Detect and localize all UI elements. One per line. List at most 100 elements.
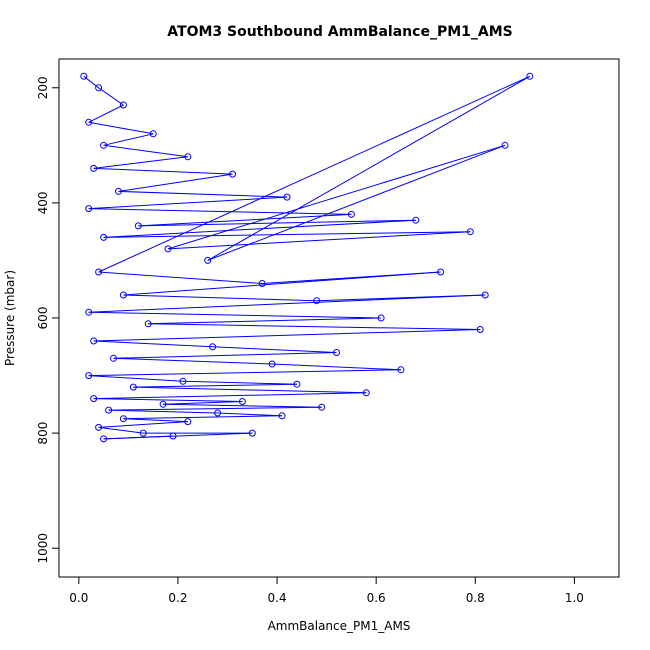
- series-segment: [103, 435, 174, 440]
- plot-area: [58, 58, 620, 578]
- series-segment: [212, 346, 337, 353]
- x-tick-label: 0.8: [466, 591, 485, 605]
- data-point: [437, 268, 445, 276]
- series-segment: [148, 317, 382, 325]
- series-segment: [88, 121, 154, 135]
- data-point: [110, 354, 117, 362]
- data-point: [248, 429, 256, 437]
- x-axis: 0.0 0.2 0.4 0.6 0.8 1.0: [69, 577, 584, 605]
- data-point: [95, 84, 103, 92]
- data-point: [100, 233, 108, 241]
- data-point: [333, 349, 340, 356]
- series-segment: [98, 75, 531, 273]
- series-segment: [108, 406, 322, 411]
- series-segment: [133, 383, 297, 388]
- y-tick-label: 200: [36, 76, 50, 99]
- series-segment: [93, 156, 188, 169]
- data-point: [318, 403, 326, 411]
- data-point: [139, 429, 147, 437]
- series-segment: [88, 375, 183, 382]
- series-segment: [163, 401, 243, 405]
- data-point: [229, 170, 236, 178]
- data-point: [204, 256, 212, 264]
- y-axis-label: Pressure (mbar): [3, 270, 17, 366]
- series-segment: [182, 380, 297, 385]
- data-point: [134, 222, 142, 230]
- data-point: [283, 193, 291, 201]
- series-segment: [88, 104, 124, 123]
- y-tick-label: 800: [36, 422, 50, 445]
- series-segment: [93, 398, 243, 402]
- data-point: [95, 268, 103, 276]
- data-point: [85, 205, 93, 213]
- series-segment: [88, 208, 352, 215]
- data-point: [105, 406, 113, 414]
- x-axis-label: AmmBalance_PM1_AMS: [268, 619, 411, 633]
- series-segment: [123, 294, 317, 302]
- data-point: [115, 187, 122, 195]
- data-point: [481, 291, 489, 299]
- series-segment: [118, 173, 233, 192]
- data-point: [149, 130, 157, 138]
- data-point: [95, 423, 103, 431]
- data-point: [377, 314, 385, 322]
- data-point: [85, 118, 93, 126]
- series-segment: [98, 426, 144, 434]
- data-point: [90, 395, 98, 403]
- x-tick-label: 1.0: [565, 591, 584, 605]
- series-segment: [138, 219, 416, 227]
- data-point: [526, 72, 534, 80]
- data-point: [501, 141, 509, 149]
- data-point: [466, 228, 474, 236]
- series-segment: [123, 415, 283, 420]
- data-point: [209, 343, 217, 351]
- series-segment: [88, 196, 288, 210]
- series-segment: [272, 363, 401, 371]
- series-segment: [138, 213, 352, 227]
- data-point: [119, 291, 127, 299]
- data-point: [412, 216, 420, 224]
- series-segment: [98, 421, 188, 428]
- series-segment: [167, 231, 471, 250]
- data-point: [184, 153, 192, 161]
- series-segment: [217, 412, 283, 417]
- series-segment: [123, 418, 188, 423]
- series-segment: [93, 340, 213, 348]
- series-layer: [80, 72, 534, 443]
- chart-title: ATOM3 Southbound AmmBalance_PM1_AMS: [167, 24, 512, 40]
- series-segment: [113, 357, 273, 365]
- y-tick-label: 600: [36, 307, 50, 330]
- y-tick-label: 400: [36, 191, 50, 214]
- series-segment: [118, 190, 288, 198]
- data-point: [80, 72, 88, 80]
- data-point: [144, 320, 152, 328]
- x-tick-label: 0.4: [268, 591, 287, 605]
- x-tick-label: 0.0: [69, 591, 88, 605]
- data-point: [169, 432, 177, 440]
- data-point: [90, 337, 98, 345]
- series-segment: [93, 392, 367, 400]
- series-segment: [207, 144, 506, 261]
- data-point: [214, 409, 222, 417]
- series-segment: [88, 311, 382, 319]
- data-point: [100, 141, 108, 149]
- x-tick-label: 0.2: [168, 591, 187, 605]
- series-segment: [133, 386, 367, 394]
- data-point: [129, 383, 137, 391]
- data-point: [184, 418, 192, 426]
- series-segment: [88, 369, 401, 377]
- data-point: [293, 380, 301, 388]
- series-segment: [88, 294, 486, 313]
- series-segment: [123, 271, 441, 296]
- plot-frame: [58, 58, 620, 578]
- data-point: [100, 435, 108, 443]
- data-point: [159, 400, 167, 408]
- series-segment: [103, 231, 471, 238]
- series-segment: [93, 167, 233, 175]
- data-point: [85, 308, 93, 316]
- series-segment: [163, 403, 322, 408]
- series-segment: [93, 329, 481, 342]
- y-axis: 200 400 600 800 1000: [36, 76, 59, 563]
- series-segment: [148, 323, 481, 330]
